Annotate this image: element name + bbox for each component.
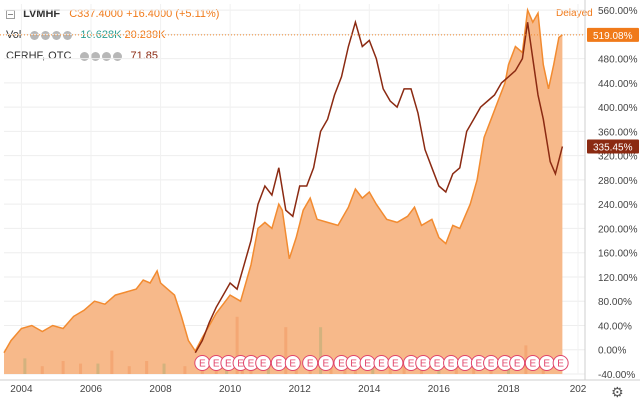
x-tick-label: 2008 [149, 384, 172, 395]
x-tick-label: 2014 [358, 384, 381, 395]
change-value: +16.4000 (+5.11%) [126, 8, 220, 21]
x-tick-label: 2010 [219, 384, 242, 395]
earnings-marker-icon [317, 355, 334, 371]
earnings-marker-icon [284, 355, 301, 371]
compare-symbol[interactable]: CFRHF, OTC [6, 50, 72, 63]
earnings-marker-label: E [248, 359, 255, 370]
x-tick-label: 2016 [428, 384, 451, 395]
y-tick-label: 120.00% [598, 273, 638, 284]
earnings-marker-label: E [502, 359, 509, 370]
gear-icon[interactable]: ⚙ [611, 384, 624, 400]
volume-bar [388, 366, 392, 374]
earnings-marker-label: E [462, 359, 469, 370]
y-tick-label: 40.00% [598, 321, 632, 332]
symbol-name[interactable]: LVMHF [23, 8, 61, 21]
earnings-marker-icon [509, 355, 526, 371]
volume-bar [40, 366, 44, 374]
earnings-marker-label: E [260, 359, 267, 370]
y-tick-label: -40.00% [598, 370, 635, 381]
earnings-marker-icon [552, 355, 569, 371]
y-tick-label: 320.00% [598, 152, 638, 163]
last-value-text: 335.45% [593, 143, 633, 154]
delayed-status: Delayed [556, 8, 593, 19]
settings-small-icon[interactable] [91, 51, 101, 61]
earnings-marker-label: E [420, 359, 427, 370]
earnings-marker-label: E [543, 359, 550, 370]
last-value-text: 519.08% [593, 31, 633, 42]
x-tick-label: 202 [570, 384, 587, 395]
y-tick-label: 160.00% [598, 249, 638, 260]
volume-bar [162, 363, 166, 374]
earnings-marker-label: E [557, 359, 564, 370]
earnings-marker-icon [387, 355, 404, 371]
vol-label[interactable]: Vol [6, 29, 22, 42]
earnings-marker-label: E [225, 359, 232, 370]
y-tick-label: 440.00% [598, 79, 638, 90]
close-small-icon[interactable] [52, 30, 62, 40]
earnings-marker-label: E [392, 359, 399, 370]
y-tick-label: 200.00% [598, 224, 638, 235]
earnings-marker-label: E [408, 359, 415, 370]
volume-bar [110, 350, 114, 374]
volume-bar [284, 327, 288, 374]
y-tick-label: 80.00% [598, 297, 632, 308]
x-tick-label: 2004 [10, 384, 33, 395]
volume-bar [183, 366, 187, 374]
earnings-marker-label: E [448, 359, 455, 370]
legend-compare: CFRHF, OTC 71.85 [6, 50, 158, 62]
volume-bar [23, 358, 27, 374]
series-area-fill [4, 10, 563, 374]
y-tick-label: 360.00% [598, 127, 638, 138]
volume-bar [79, 363, 83, 374]
earnings-marker-label: E [378, 359, 385, 370]
earnings-marker-label: E [529, 359, 536, 370]
earnings-marker-label: E [338, 359, 345, 370]
y-tick-label: 400.00% [598, 103, 638, 114]
volume-bar [96, 363, 100, 374]
volume-bar [454, 366, 458, 374]
y-tick-label: 240.00% [598, 200, 638, 211]
y-tick-label: 560.00% [598, 6, 638, 17]
series-line-compare [194, 19, 564, 354]
earnings-marker-label: E [199, 359, 206, 370]
close-small-icon[interactable] [102, 51, 112, 61]
last-value-tag [587, 139, 639, 154]
x-tick-label: 2006 [80, 384, 103, 395]
earnings-marker-label: E [307, 359, 314, 370]
earnings-marker-label: E [488, 359, 495, 370]
volume-bar [127, 366, 131, 374]
series-line [3, 7, 563, 354]
volume-bar [145, 361, 149, 374]
volume-bar [61, 361, 65, 374]
earnings-marker-icon [302, 355, 319, 371]
y-tick-label: 0.00% [598, 346, 626, 357]
volume-bar [402, 361, 406, 374]
volume-bar [319, 327, 323, 374]
close-value: C337.4000 [69, 8, 124, 21]
more-icon[interactable] [113, 51, 123, 61]
x-tick-label: 2018 [497, 384, 520, 395]
earnings-marker-label: E [322, 359, 329, 370]
y-tick-label: 280.00% [598, 176, 638, 187]
earnings-marker-label: E [289, 359, 296, 370]
earnings-marker-label: E [276, 359, 283, 370]
compare-value: 71.85 [130, 50, 159, 63]
y-tick-label: 480.00% [598, 55, 638, 66]
earnings-marker-label: E [237, 359, 244, 370]
earnings-marker-label: E [434, 359, 441, 370]
earnings-marker-label: E [514, 359, 521, 370]
earnings-marker-label: E [476, 359, 483, 370]
earnings-marker-label: E [364, 359, 371, 370]
earnings-marker-icon [255, 355, 272, 371]
eye-icon[interactable] [30, 30, 40, 40]
earnings-marker-label: E [213, 359, 220, 370]
more-icon[interactable] [63, 30, 73, 40]
legend-main: LVMHF C337.4000 +16.4000 (+5.11%) [6, 8, 219, 20]
x-tick-label: 2012 [289, 384, 312, 395]
volume-bar [235, 316, 239, 374]
eye-icon[interactable] [80, 51, 90, 61]
earnings-marker-label: E [350, 359, 357, 370]
last-value-tag [587, 27, 639, 42]
